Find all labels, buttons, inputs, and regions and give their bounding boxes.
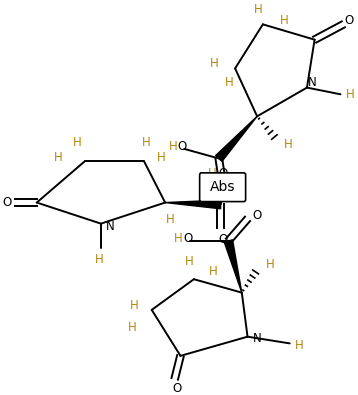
Text: H: H (53, 151, 62, 164)
Text: H: H (142, 136, 150, 149)
Text: O: O (344, 14, 354, 27)
Text: O: O (252, 209, 262, 222)
Text: N: N (308, 76, 317, 89)
Text: H: H (346, 88, 354, 101)
Text: N: N (253, 332, 261, 345)
Polygon shape (216, 116, 257, 162)
Text: O: O (178, 141, 187, 154)
Text: H: H (284, 137, 292, 150)
Text: H: H (266, 258, 275, 271)
Text: H: H (157, 151, 166, 164)
Text: H: H (254, 2, 262, 15)
Text: H: H (168, 141, 177, 154)
Text: N: N (106, 220, 115, 233)
Text: H: H (174, 233, 183, 245)
Text: H: H (208, 167, 217, 180)
Text: O: O (218, 167, 227, 180)
Text: O: O (184, 233, 193, 245)
Text: H: H (210, 57, 218, 70)
Text: Abs: Abs (210, 180, 235, 194)
Text: H: H (295, 339, 304, 352)
Text: H: H (209, 265, 217, 278)
Text: O: O (3, 196, 12, 209)
Text: O: O (218, 233, 227, 246)
Text: H: H (280, 14, 288, 27)
Text: H: H (185, 256, 193, 269)
FancyBboxPatch shape (200, 173, 246, 201)
Text: O: O (226, 184, 235, 198)
Text: H: H (95, 252, 103, 265)
Polygon shape (165, 200, 221, 209)
Text: O: O (172, 382, 181, 395)
Text: H: H (165, 213, 174, 226)
Text: H: H (73, 136, 81, 149)
Text: H: H (128, 321, 137, 334)
Text: H: H (130, 299, 139, 312)
Polygon shape (224, 240, 242, 293)
Text: H: H (225, 76, 234, 89)
